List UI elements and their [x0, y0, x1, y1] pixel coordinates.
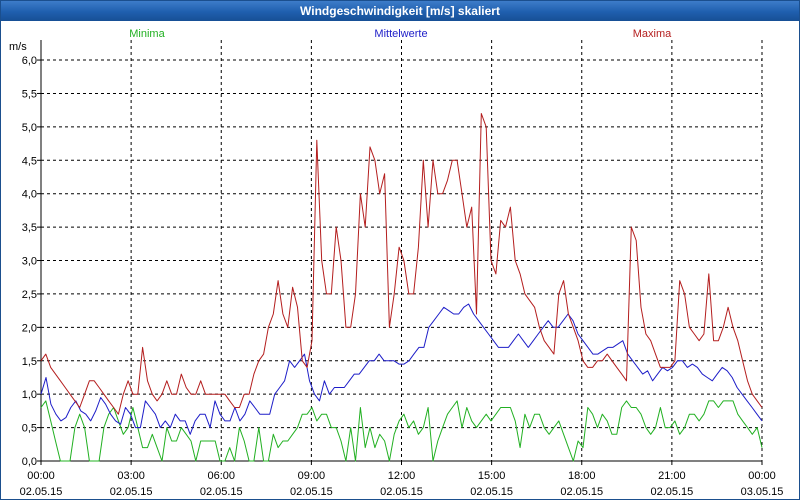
x-tick-date-label: 02.05.15 [290, 486, 333, 498]
wind-speed-chart: 0,0 0,5 1,0 1,5 2,0 2,5 3,0 3,5 4,0 4,5 5,0 5,5 6,0 0… [9, 28, 784, 498]
x-tick-date-label: 02.05.15 [200, 486, 243, 498]
x-tick-time-label: 21:00 [658, 470, 686, 482]
y-tick-label: 1,5 [22, 356, 37, 368]
x-tick-date-label: 03.05.15 [741, 486, 784, 498]
legend-entry-minima: Minima [129, 28, 165, 40]
y-tick-label: 2,5 [22, 289, 37, 301]
y-tick-label: 0,5 [22, 423, 37, 435]
x-tick-time-label: 06:00 [207, 470, 235, 482]
x-tick-date-label: 02.05.15 [20, 486, 63, 498]
x-tick-date-label: 02.05.15 [650, 486, 693, 498]
y-axis-label: m/s [9, 41, 27, 53]
x-tick-date-label: 02.05.15 [380, 486, 423, 498]
series-line-minima [40, 400, 763, 462]
y-tick-label: 2,0 [22, 322, 37, 334]
y-tick-label: 6,0 [22, 55, 37, 67]
x-tick-time-label: 15:00 [478, 470, 506, 482]
y-tick-label: 3,0 [22, 256, 37, 268]
x-tick-date-label: 02.05.15 [560, 486, 603, 498]
y-tick-label: 0,0 [22, 456, 37, 468]
x-tick-time-label: 18:00 [568, 470, 596, 482]
y-tick-label: 3,5 [22, 222, 37, 234]
y-tick-label: 5,5 [22, 88, 37, 100]
x-tick-time-label: 09:00 [298, 470, 326, 482]
legend-entry-maxima: Maxima [633, 28, 672, 40]
x-tick-time-label: 00:00 [27, 470, 55, 482]
x-tick-date-label: 02.05.15 [110, 486, 153, 498]
series-line-mittelwerte [40, 303, 763, 435]
x-tick-time-label: 03:00 [117, 470, 145, 482]
y-tick-label: 4,0 [22, 189, 37, 201]
x-tick-time-label: 12:00 [388, 470, 416, 482]
window-title: Windgeschwindigkeit [m/s] skaliert [1, 1, 799, 21]
y-tick-label: 1,0 [22, 389, 37, 401]
x-tick-time-label: 00:00 [748, 470, 776, 482]
y-tick-label: 5,0 [22, 122, 37, 134]
x-tick-date-label: 02.05.15 [470, 486, 513, 498]
series-line-maxima [40, 113, 763, 415]
y-tick-label: 4,5 [22, 155, 37, 167]
legend-entry-mittelwerte: Mittelwerte [374, 28, 427, 40]
